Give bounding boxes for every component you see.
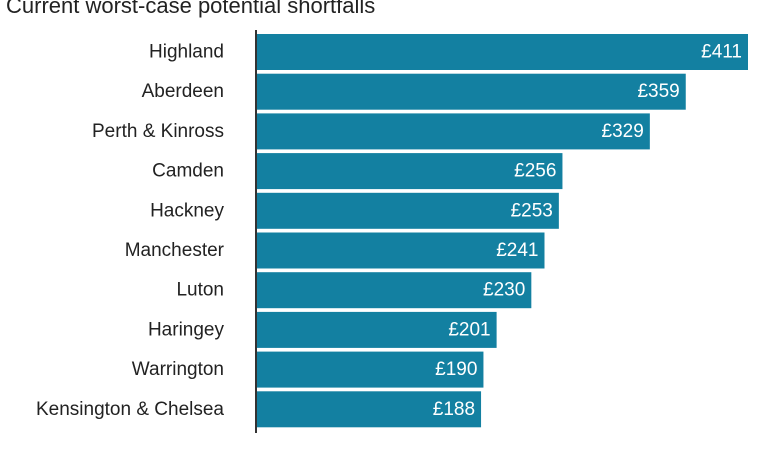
bar-value-label: £230 [483,280,525,301]
bar-2 [256,113,650,150]
bar-5 [256,232,545,269]
category-label: Perth & Kinross [92,121,224,142]
category-label: Hackney [150,200,224,221]
bar-value-label: £329 [602,121,644,142]
category-label: Kensington & Chelsea [36,399,224,420]
category-label: Aberdeen [142,81,224,102]
bar-1 [256,73,686,110]
bar-value-label: £190 [435,359,477,380]
bar-value-label: £411 [701,42,742,63]
category-label: Camden [152,161,224,182]
bars-group: £411 £359 £329 £256 £253 £241 £230 £201 £190 £188 [256,34,748,428]
bar-4 [256,192,559,229]
chart-title: Current worst-case potential shortfalls [6,0,375,18]
bar-9 [256,391,482,428]
bar-7 [256,311,497,348]
bar-0 [256,34,748,70]
bar-8 [256,351,484,388]
bar-value-label: £201 [448,319,490,340]
category-label: Highland [149,42,224,63]
bar-value-label: £359 [637,81,679,102]
category-label: Warrington [132,359,224,380]
bar-3 [256,153,563,190]
bar-value-label: £241 [496,240,538,261]
category-label: Manchester [125,240,225,261]
category-labels-group: Highland Aberdeen Perth & Kinross Camden Hac… [36,42,225,420]
category-label: Luton [176,280,224,301]
bar-value-label: £188 [433,399,475,420]
category-label: Haringey [148,319,225,340]
bar-value-label: £256 [514,161,556,182]
bar-value-label: £253 [511,200,553,221]
bar-6 [256,272,532,309]
